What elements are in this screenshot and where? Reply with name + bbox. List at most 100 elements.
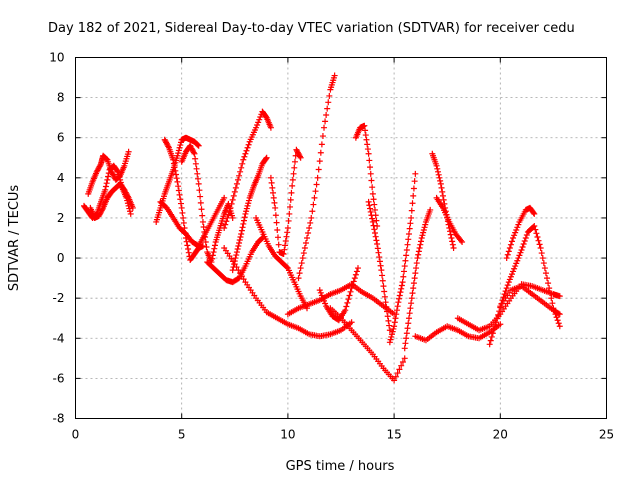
data-point-interp (507, 241, 514, 248)
data-point-interp (232, 255, 239, 262)
data-point-interp (346, 292, 353, 299)
y-tick-label: -4 (53, 331, 65, 345)
data-point (531, 210, 538, 217)
data-point-interp (209, 252, 216, 259)
y-tick-label: 8 (57, 91, 65, 105)
x-tick-label: 10 (280, 428, 295, 442)
data-point-interp (234, 176, 241, 183)
data-point-interp (347, 288, 354, 295)
data-point (386, 339, 393, 346)
data-point-interp (398, 285, 405, 292)
data-point-interp (532, 226, 539, 233)
data-point (403, 247, 410, 254)
data-point-interp (210, 249, 217, 256)
data-point-interp (369, 215, 376, 222)
data-point-interp (273, 219, 280, 226)
data-point-interp (102, 183, 109, 190)
x-axis-label: GPS time / hours (286, 459, 395, 474)
data-point-interp (418, 238, 425, 245)
data-point (178, 204, 185, 211)
x-tick-label: 0 (72, 428, 80, 442)
data-point (229, 214, 236, 221)
data-point-interp (198, 206, 205, 213)
data-point-interp (516, 252, 523, 259)
series-arc-3 (87, 180, 136, 221)
data-point-interp (367, 208, 374, 215)
data-point-interp (397, 289, 404, 296)
data-point-interp (405, 230, 412, 237)
data-point-interp (244, 144, 251, 151)
data-point (174, 152, 181, 159)
data-point-interp (233, 264, 240, 271)
x-tick-labels: 0 5 10 15 20 25 (72, 428, 614, 442)
series-arc-14 (284, 281, 398, 318)
data-point-interp (318, 141, 325, 148)
data-point-interp (318, 292, 325, 299)
data-point-interp (379, 272, 386, 279)
data-point-interp (175, 147, 182, 154)
data-point-interp (177, 142, 184, 149)
data-point (556, 311, 563, 318)
data-point-interp (422, 221, 429, 228)
data-point-interp (371, 226, 378, 233)
data-point-interp (534, 233, 541, 240)
data-point-interp (383, 303, 390, 310)
data-point (512, 263, 519, 270)
data-point-interp (362, 127, 369, 134)
data-point-interp (490, 326, 497, 333)
data-point (399, 279, 406, 286)
series-arc-18 (352, 122, 381, 229)
data-point-interp (236, 240, 243, 247)
data-point (342, 307, 349, 314)
data-point-interp (173, 175, 180, 182)
data-point-interp (374, 245, 381, 252)
data-point (459, 239, 466, 246)
data-point-interp (364, 141, 371, 148)
data-point-interp (408, 207, 415, 214)
data-point (450, 245, 457, 252)
data-point-interp (344, 299, 351, 306)
data-point-interp (177, 200, 184, 207)
data-point (369, 190, 376, 197)
series-arc-15 (295, 72, 338, 282)
data-point-interp (182, 229, 189, 236)
series-arc-25 (454, 281, 563, 334)
data-point-interp (283, 264, 290, 271)
data-point-interp (170, 160, 177, 167)
data-point (391, 323, 398, 330)
data-point (401, 355, 408, 362)
data-point-interp (521, 238, 528, 245)
data-point-interp (386, 322, 393, 329)
data-point-interp (514, 257, 521, 264)
data-point-interp (202, 233, 209, 240)
data-point-interp (501, 291, 508, 298)
data-point-interp (172, 167, 179, 174)
data-point-interp (376, 254, 383, 261)
data-point-interp (401, 268, 408, 275)
data-point (348, 319, 355, 326)
data-point-interp (401, 263, 408, 270)
data-point-interp (396, 366, 403, 373)
data-point-interp (241, 153, 248, 160)
y-tick-label: -8 (53, 412, 65, 426)
data-point-interp (549, 300, 556, 307)
data-point-interp (513, 226, 520, 233)
data-point-interp (316, 158, 323, 165)
data-point-interp (376, 258, 383, 265)
data-point (233, 249, 240, 256)
data-points (80, 72, 563, 384)
data-point-interp (403, 330, 410, 337)
data-point-interp (405, 320, 412, 327)
data-point-interp (282, 242, 289, 249)
ticks (75, 57, 607, 419)
data-point-interp (447, 231, 454, 238)
y-tick-label: 0 (57, 251, 65, 265)
data-point-interp (547, 290, 554, 297)
data-point-interp (175, 183, 182, 190)
data-point-interp (232, 184, 239, 191)
data-point-interp (458, 237, 465, 244)
data-point-interp (416, 245, 423, 252)
data-point-interp (228, 200, 235, 207)
data-point-interp (192, 160, 199, 167)
data-point (301, 245, 308, 252)
